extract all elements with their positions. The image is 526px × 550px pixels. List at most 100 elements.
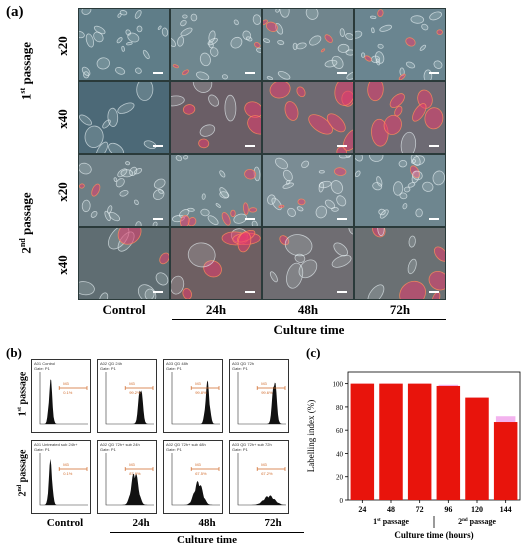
- group-label-1st-passage: 1st passage: [373, 517, 409, 526]
- bar: [465, 397, 489, 500]
- bar-error: [438, 384, 459, 387]
- x-tick-label: 144: [500, 505, 512, 514]
- cell-texture: [79, 228, 169, 299]
- cell-texture: [355, 9, 443, 80]
- micrograph-r2-c2: [170, 81, 262, 154]
- panel-b-col-24h: 24h: [132, 517, 150, 529]
- micrograph-r1-c3: [262, 8, 354, 81]
- panel-a-time-axis-line: [172, 319, 446, 320]
- scale-bar: [429, 145, 439, 147]
- y-tick-label: 100: [333, 381, 344, 389]
- panel-a-time-axis-label: Culture time: [273, 322, 345, 337]
- scale-bar: [245, 145, 255, 147]
- scale-bar: [245, 291, 255, 293]
- micrograph-r4-c2: [170, 227, 262, 300]
- scale-bar: [429, 218, 439, 220]
- micrograph-r1-c4: [354, 8, 446, 81]
- cell-texture: [269, 82, 353, 153]
- mag-label-row1: x20: [55, 36, 70, 56]
- cell-texture: [171, 82, 261, 149]
- flow-gate-percent: 67.5%: [195, 471, 207, 476]
- y-tick-label: 40: [336, 450, 344, 458]
- micrograph-r3-c2: [170, 154, 262, 227]
- x-tick-label: 24: [358, 505, 366, 514]
- scale-bar: [153, 291, 163, 293]
- scale-bar: [337, 145, 347, 147]
- panel-a-col-24h: 24h: [205, 302, 227, 317]
- x-tick-label: 96: [444, 505, 452, 514]
- scale-bar: [153, 72, 163, 74]
- flow-gate-label: M3: [63, 462, 69, 467]
- flow-gate-label: M3: [195, 462, 201, 467]
- y-tick-label: 80: [336, 404, 344, 412]
- mag-label-row3: x20: [55, 182, 70, 202]
- micrograph-r1-c2: [170, 8, 262, 81]
- cell-texture: [171, 13, 261, 80]
- flow-gate-label: M3: [261, 462, 267, 467]
- flow-histogram-6: A02 QD 72h+ sub 24h Gate: P1 M3 87.9%: [97, 440, 157, 514]
- panel-a-col-72h: 72h: [389, 302, 411, 317]
- scale-bar: [337, 218, 347, 220]
- flow-histogram-5: A01 Untreated sub 24h+ Gate: P1 M3 0.1%: [31, 440, 91, 514]
- scale-bar: [153, 218, 163, 220]
- scale-bar: [429, 291, 439, 293]
- flow-gate-label: M3: [195, 381, 201, 386]
- cell-texture: [79, 82, 157, 153]
- scale-bar: [337, 291, 347, 293]
- cell-texture: [355, 155, 445, 219]
- panel-b-col-control: Control: [46, 517, 84, 529]
- x-tick-label: 120: [471, 505, 483, 514]
- mag-label-row2: x40: [55, 109, 70, 129]
- flow-gate-label: M3: [261, 381, 267, 386]
- flow-gate-percent: 99.2%: [129, 390, 141, 395]
- panel-b-passage2-label: 2nd passage: [17, 449, 29, 497]
- panel-b-col-72h: 72h: [264, 517, 282, 529]
- micrograph-r1-c1: [78, 8, 170, 81]
- micrograph-r2-c4: [354, 81, 446, 154]
- flow-gate-label: M3: [63, 381, 69, 386]
- flow-histogram-title: A03 QD 72h Gate: P1: [232, 361, 255, 371]
- scale-bar: [245, 72, 255, 74]
- scale-bar: [245, 218, 255, 220]
- flow-histogram-title: A02 QD 72h+ sub 24h Gate: P1: [100, 442, 140, 452]
- flow-gate-label: M3: [129, 462, 135, 467]
- flow-gate-percent: 0.1%: [63, 390, 73, 395]
- flow-gate-percent: 87.9%: [129, 471, 141, 476]
- scale-bar: [429, 72, 439, 74]
- micrograph-r2-c3: [262, 81, 354, 154]
- bar: [379, 383, 403, 500]
- flow-histogram-7: A02 QD 72h+ sub 48h Gate: P1 M3 67.5%: [163, 440, 223, 514]
- flow-histogram-3: A03 QD 48h Gate: P1 M3 99.8%: [163, 359, 223, 433]
- panel-a-col-control: Control: [102, 302, 146, 317]
- scale-bar: [337, 72, 347, 74]
- y-tick-label: 60: [336, 427, 344, 435]
- flow-histogram-1: A01 Control Gate: P1 M3 0.1%: [31, 359, 91, 433]
- flow-histogram-title: A01 Control Gate: P1: [34, 361, 56, 371]
- scale-bar: [153, 145, 163, 147]
- panel-b-time-axis-label: Culture time: [177, 534, 237, 546]
- flow-histogram-title: A03 QD 48h Gate: P1: [166, 361, 189, 371]
- micrograph-r4-c4: [354, 227, 446, 300]
- flow-gate-percent: 99.8%: [195, 390, 207, 395]
- x-tick-label: 48: [387, 505, 395, 514]
- panel-a-passage2-label: 2nd passage: [18, 192, 34, 254]
- micrograph-r4-c3: [262, 227, 354, 300]
- plot-frame: [347, 371, 521, 501]
- x-tick-label: 72: [416, 505, 424, 514]
- panel-a-letter: (a): [6, 4, 24, 20]
- micrograph-r4-c1: [78, 227, 170, 300]
- panel-a-passage1-label: 1st passage: [18, 41, 34, 101]
- panel-a-col-48h: 48h: [297, 302, 319, 317]
- flow-histogram-2: A02 QD 24h Gate: P1 M3 99.2%: [97, 359, 157, 433]
- panel-b-col-48h: 48h: [198, 517, 216, 529]
- cell-texture: [267, 155, 352, 219]
- flow-histogram-title: A01 Untreated sub 24h+ Gate: P1: [34, 442, 78, 452]
- cell-texture: [171, 155, 261, 226]
- micrograph-r2-c1: [78, 81, 170, 154]
- panel-c-letter: (c): [306, 345, 321, 360]
- cell-texture: [79, 161, 166, 226]
- flow-histogram-4: A03 QD 72h Gate: P1 M3 99.6%: [229, 359, 289, 433]
- y-axis-label: Labelling index (%): [306, 400, 316, 472]
- bar-error: [495, 416, 516, 424]
- flow-gate-percent: 67.2%: [261, 471, 273, 476]
